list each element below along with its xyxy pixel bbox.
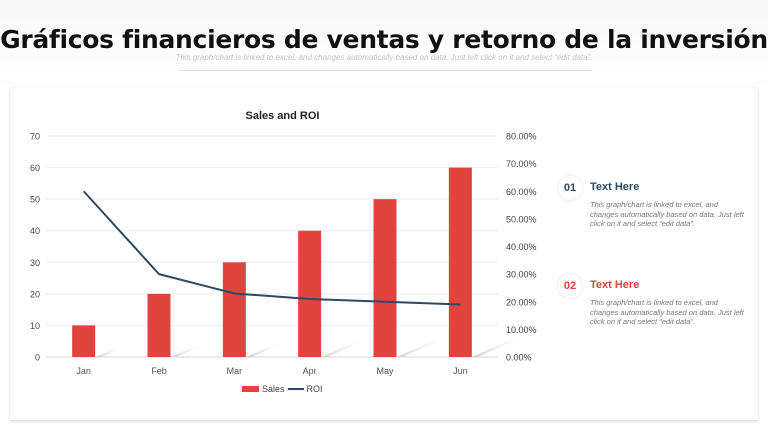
legend-sales-label: Sales [262,384,285,394]
page-title: Gráficos financieros de ventas y retorno… [0,25,768,54]
chart-title: Sales and ROI [245,110,320,122]
sales-bar [448,167,472,357]
y2-axis-tick-label: 80.00% [506,132,537,142]
y-axis-tick-label: 20 [30,289,40,299]
x-axis-tick-label: Apr [303,366,317,376]
roi-line [82,190,461,306]
y2-axis-tick-label: 70.00% [506,159,537,169]
y2-axis-tick-label: 0.00% [506,353,532,363]
y2-axis-tick-label: 10.00% [506,325,537,335]
y-axis-tick-label: 70 [30,132,40,142]
y2-axis-tick-label: 20.00% [506,297,537,307]
bar-shadow [471,335,528,357]
x-axis-tick-label: Mar [227,366,243,376]
y2-axis-tick-label: 40.00% [506,242,537,252]
point-number-badge: 01 [558,176,582,200]
x-axis-tick-label: Jun [453,366,468,376]
point-description: This graph/chart is linked to excel, and… [590,200,744,228]
point-description: This graph/chart is linked to excel, and… [590,298,744,326]
legend-roi-swatch [287,388,304,390]
bar-shadow [396,337,448,357]
sales-bar [222,262,246,357]
point-heading: Text Here [590,279,640,291]
y-axis-tick-label: 0 [35,353,40,363]
y2-axis-tick-label: 60.00% [506,187,537,197]
background-decoration [0,0,768,90]
sales-bar [72,325,96,357]
bar-shadow [245,342,287,357]
x-axis-tick-label: May [376,366,394,376]
title-divider [178,70,592,71]
point-number-badge: 02 [558,274,582,298]
y-axis-tick-label: 10 [30,321,40,331]
y-axis-tick-label: 50 [30,195,40,205]
x-axis-tick-label: Jan [76,366,91,376]
bar-shadow [321,339,368,357]
sales-bar [147,293,171,357]
bar-shadow [170,344,207,357]
sales-bar [373,199,397,357]
x-axis-tick-label: Feb [151,366,167,376]
legend-sales-swatch [242,386,259,392]
legend-roi-label: ROI [306,384,323,394]
chart-legend: Sales ROI [242,384,323,394]
page-subtitle: This graph/chart is linked to excel, and… [175,53,593,62]
sales-bar [298,230,322,357]
y2-axis-tick-label: 50.00% [506,214,537,224]
point-heading: Text Here [590,181,640,193]
y-axis-tick-label: 30 [30,258,40,268]
y2-axis-tick-label: 30.00% [506,270,537,280]
y-axis-tick-label: 40 [30,226,40,236]
y-axis-tick-label: 60 [30,163,40,173]
bar-shadow [95,346,127,357]
